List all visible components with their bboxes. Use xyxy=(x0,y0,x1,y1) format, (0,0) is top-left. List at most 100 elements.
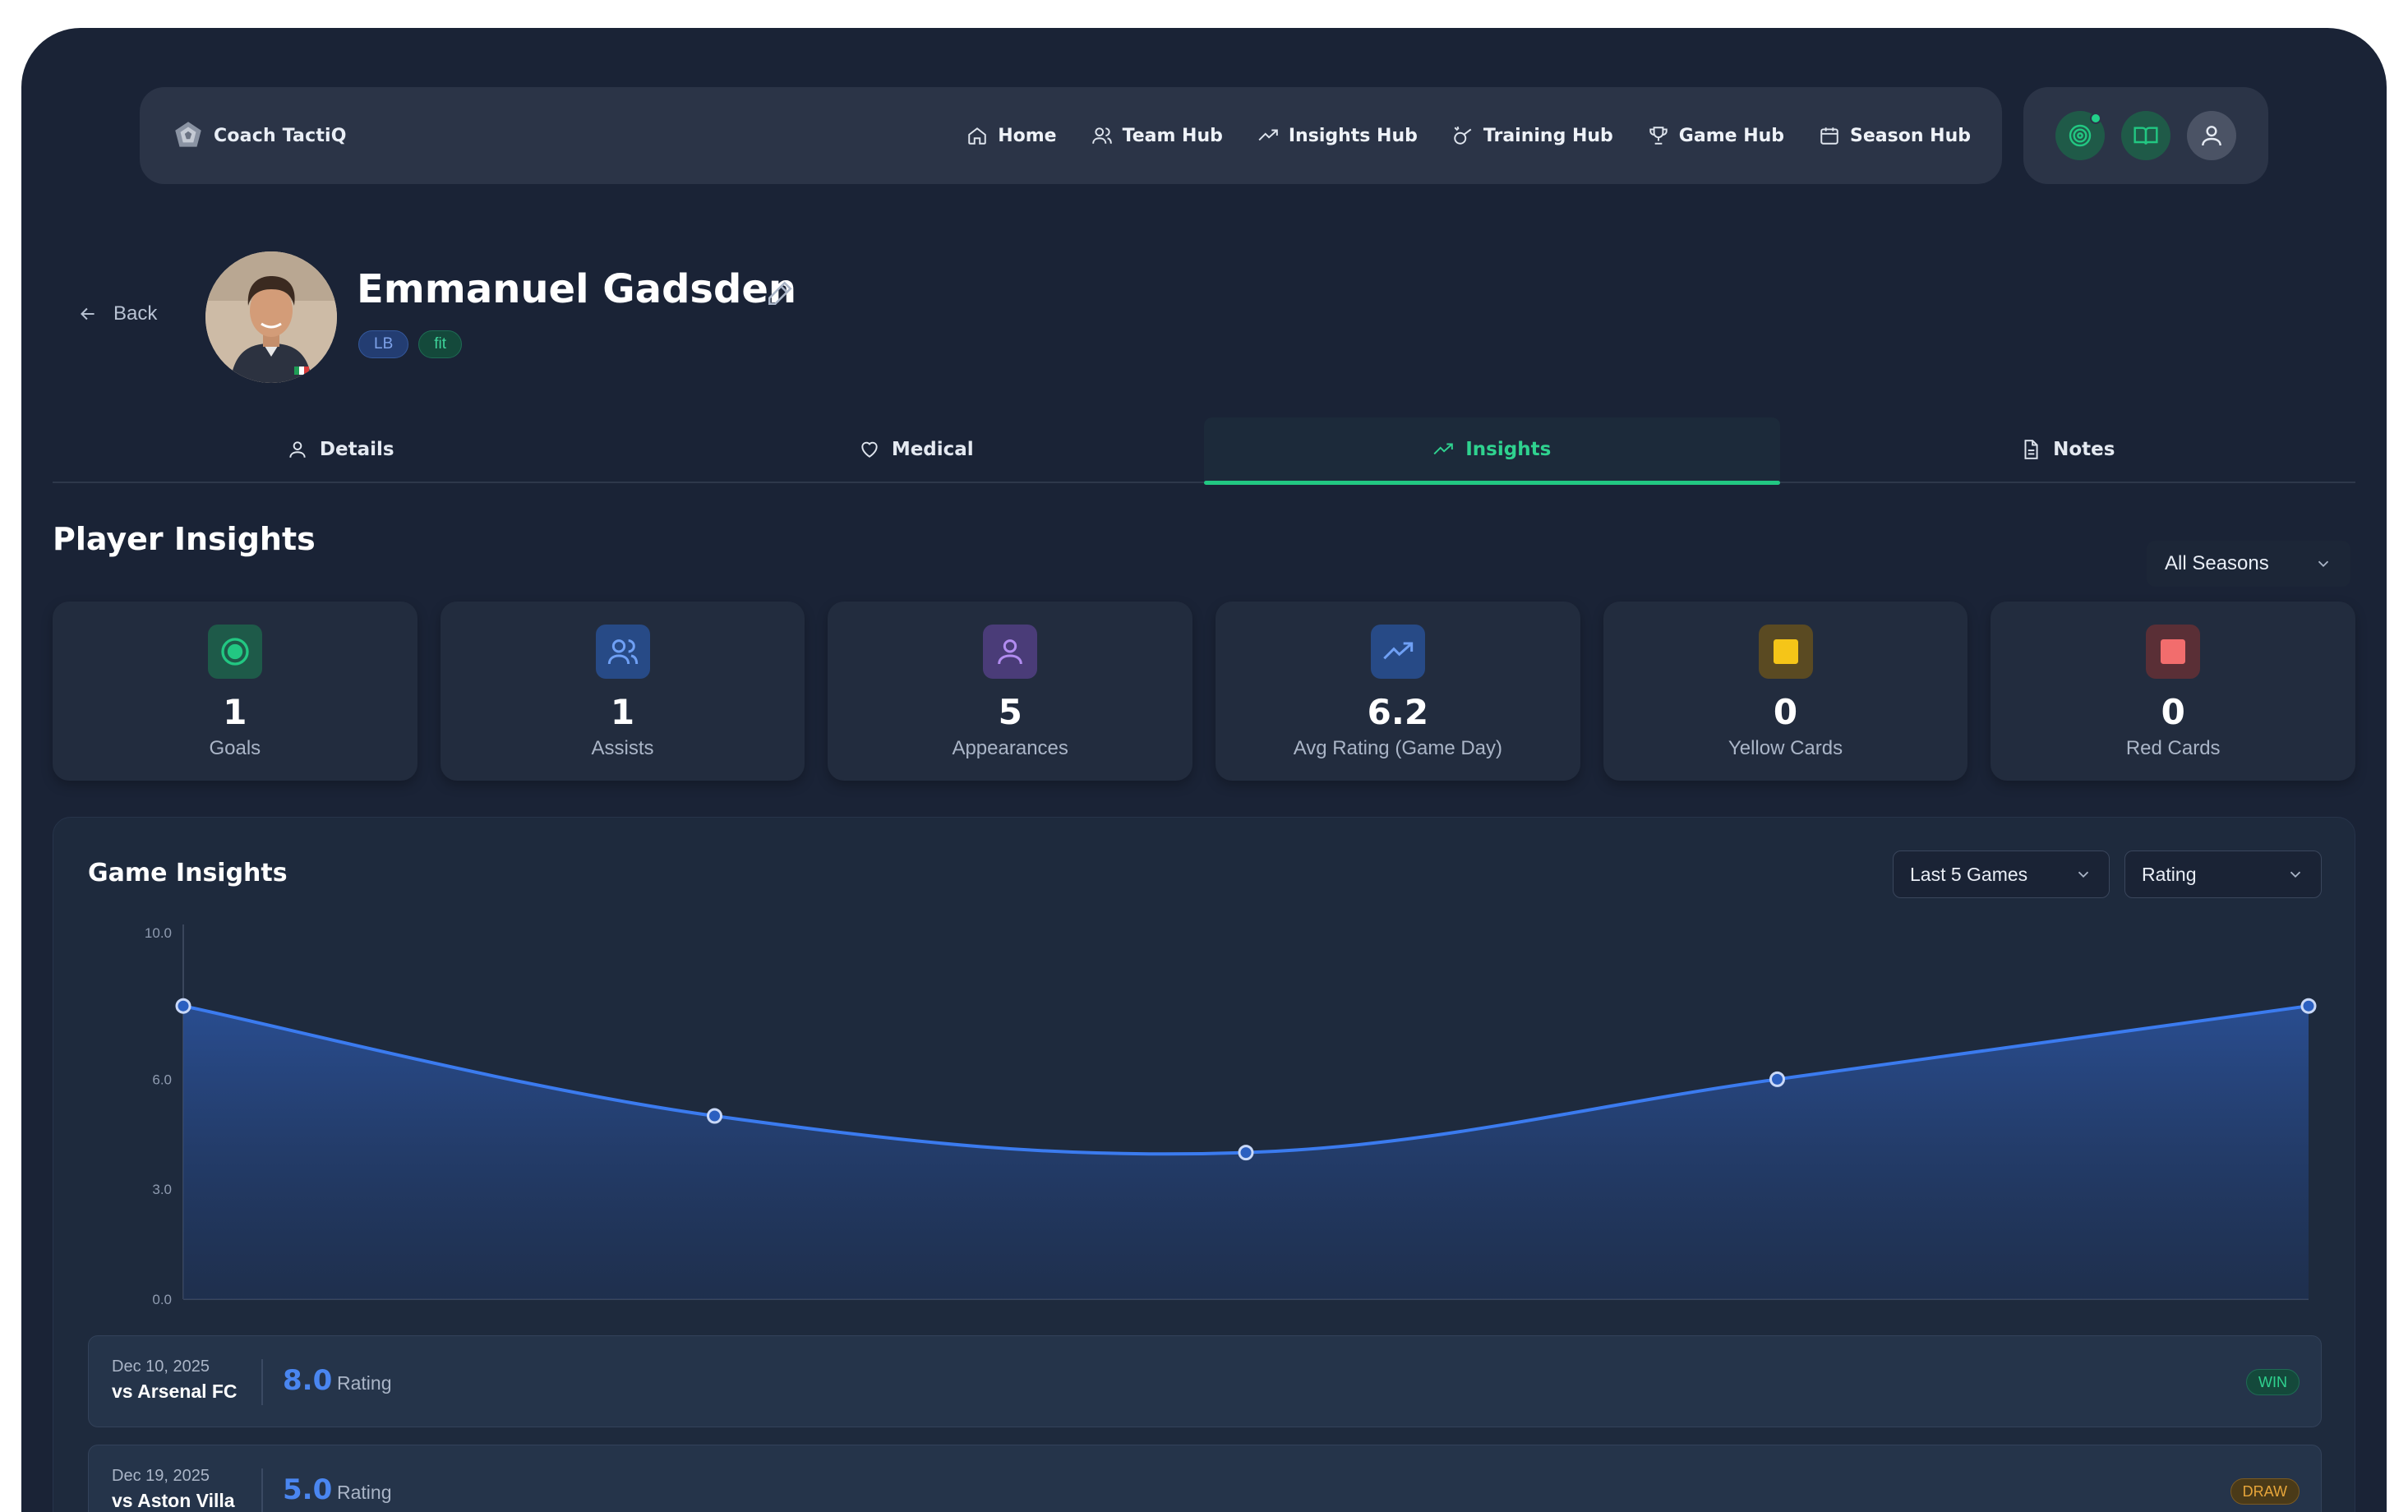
tab-insights[interactable]: Insights xyxy=(1204,417,1780,485)
data-point xyxy=(1769,1071,1785,1087)
player-badges: LB fit xyxy=(358,330,463,358)
target-icon xyxy=(2069,124,2092,147)
stat-card-goals: 1 Goals xyxy=(53,602,417,781)
chevron-down-icon xyxy=(2318,560,2329,568)
section-title: Player Insights xyxy=(53,521,316,557)
nav-item-home[interactable]: Home xyxy=(966,125,1057,146)
stat-value: 6.2 xyxy=(1367,692,1429,732)
stat-value: 0 xyxy=(2161,692,2185,732)
tab-medical[interactable]: Medical xyxy=(629,417,1205,482)
red-card-icon xyxy=(2161,639,2186,664)
profile-tabs: Details Medical Insights Notes xyxy=(53,417,2356,485)
stat-card-red-cards: 0 Red Cards xyxy=(1991,602,2356,781)
whistle-icon xyxy=(1454,126,1472,145)
x-tick-label: Dec 19 xyxy=(693,1308,737,1311)
series-area xyxy=(183,1006,2309,1299)
x-tick-label: Dec 23 xyxy=(1224,1308,1268,1311)
game-opponent: vs Arsenal FC xyxy=(112,1381,238,1402)
trending-icon xyxy=(1258,129,1278,141)
top-navbar: Coach TactiQ Home Team Hub Insights Hub … xyxy=(140,87,2002,184)
tab-notes[interactable]: Notes xyxy=(1780,417,2356,482)
nav-item-label: Team Hub xyxy=(1122,125,1223,146)
heart-icon xyxy=(861,441,878,458)
stat-cards: 1 Goals 1 Assists 5 Appearances 6.2 Avg … xyxy=(53,602,2356,781)
stat-value: 1 xyxy=(223,692,247,732)
navbar-actions xyxy=(2023,87,2268,184)
back-label: Back xyxy=(113,302,158,325)
y-tick-label: 3.0 xyxy=(152,1182,172,1197)
x-tick-label: Dec 10 xyxy=(161,1308,205,1311)
back-button[interactable]: Back xyxy=(77,302,157,325)
season-select[interactable]: All Seasons xyxy=(2147,541,2350,587)
stat-card-appearances: 5 Appearances xyxy=(828,602,1193,781)
nav-links: Home Team Hub Insights Hub Training Hub … xyxy=(966,125,1971,146)
nav-item-label: Game Hub xyxy=(1678,125,1785,146)
y-tick-label: 0.0 xyxy=(152,1292,172,1307)
tab-label: Details xyxy=(319,439,394,460)
stat-icon-box xyxy=(595,625,650,679)
x-tick-label: Jan 6 xyxy=(2281,1308,2315,1311)
tab-label: Insights xyxy=(1465,439,1552,460)
game-insights-panel: Game Insights Last 5 Games Rating 10.0 6.… xyxy=(53,817,2355,1512)
notification-dot xyxy=(2090,113,2101,124)
arrow-left-icon xyxy=(81,307,95,320)
x-tick-label: Dec 31 xyxy=(1755,1308,1800,1311)
chevron-down-icon xyxy=(2078,871,2089,878)
avatar xyxy=(205,251,337,383)
tab-label: Notes xyxy=(2053,439,2115,460)
stat-label: Appearances xyxy=(952,737,1068,759)
users-icon xyxy=(1091,127,1112,144)
user-icon xyxy=(2202,126,2221,146)
divider xyxy=(261,1468,263,1512)
range-select-value: Last 5 Games xyxy=(1910,863,2028,885)
trophy-icon xyxy=(1649,127,1668,145)
nav-item-insights-hub[interactable]: Insights Hub xyxy=(1257,125,1418,146)
nav-item-label: Insights Hub xyxy=(1288,125,1418,146)
yellow-card-icon xyxy=(1773,639,1798,664)
trending-icon xyxy=(1433,443,1454,455)
y-tick-label: 10.0 xyxy=(145,925,172,941)
season-select-value: All Seasons xyxy=(2165,552,2269,574)
range-select[interactable]: Last 5 Games xyxy=(1893,850,2110,898)
divider xyxy=(261,1359,263,1405)
data-point xyxy=(707,1108,722,1124)
game-rating: 5.0 xyxy=(283,1473,333,1506)
result-badge: DRAW xyxy=(2230,1478,2300,1505)
result-badge: WIN xyxy=(2246,1369,2300,1395)
stat-label: Assists xyxy=(591,737,654,759)
stat-label: Yellow Cards xyxy=(1728,737,1843,759)
game-row[interactable]: Dec 19, 2025 vs Aston Villa 5.0 Rating D… xyxy=(88,1445,2322,1512)
tab-details[interactable]: Details xyxy=(53,417,629,482)
profile-button[interactable] xyxy=(2187,111,2236,160)
nav-item-game-hub[interactable]: Game Hub xyxy=(1648,125,1784,146)
nav-item-team-hub[interactable]: Team Hub xyxy=(1091,125,1223,146)
game-insights-title: Game Insights xyxy=(88,859,288,887)
brand[interactable]: Coach TactiQ xyxy=(171,118,347,153)
pencil-icon[interactable] xyxy=(766,279,794,307)
y-tick-label: 6.0 xyxy=(152,1072,172,1087)
stat-label: Red Cards xyxy=(2125,737,2221,759)
game-date: Dec 10, 2025 xyxy=(112,1358,210,1376)
user-icon xyxy=(289,441,306,458)
nav-item-season-hub[interactable]: Season Hub xyxy=(1819,125,1971,146)
nav-item-training-hub[interactable]: Training Hub xyxy=(1452,125,1613,146)
target-button[interactable] xyxy=(2055,111,2105,160)
app-window: Coach TactiQ Home Team Hub Insights Hub … xyxy=(21,28,2387,1512)
metric-select[interactable]: Rating xyxy=(2124,850,2322,898)
data-point xyxy=(1238,1145,1254,1161)
stat-card-assists: 1 Assists xyxy=(440,602,805,781)
document-icon xyxy=(2024,440,2038,459)
game-rating-label: Rating xyxy=(337,1372,392,1394)
stat-label: Avg Rating (Game Day) xyxy=(1293,737,1503,759)
game-row[interactable]: Dec 10, 2025 vs Arsenal FC 8.0 Rating WI… xyxy=(88,1335,2322,1427)
player-name: Emmanuel Gadsden xyxy=(357,266,797,312)
stat-icon-box xyxy=(2146,625,2201,679)
home-icon xyxy=(968,127,986,145)
stat-icon-box xyxy=(983,625,1038,679)
logo-icon xyxy=(175,122,201,147)
guide-button[interactable] xyxy=(2121,111,2170,160)
chevron-down-icon xyxy=(2290,871,2301,878)
data-point xyxy=(2300,998,2317,1014)
